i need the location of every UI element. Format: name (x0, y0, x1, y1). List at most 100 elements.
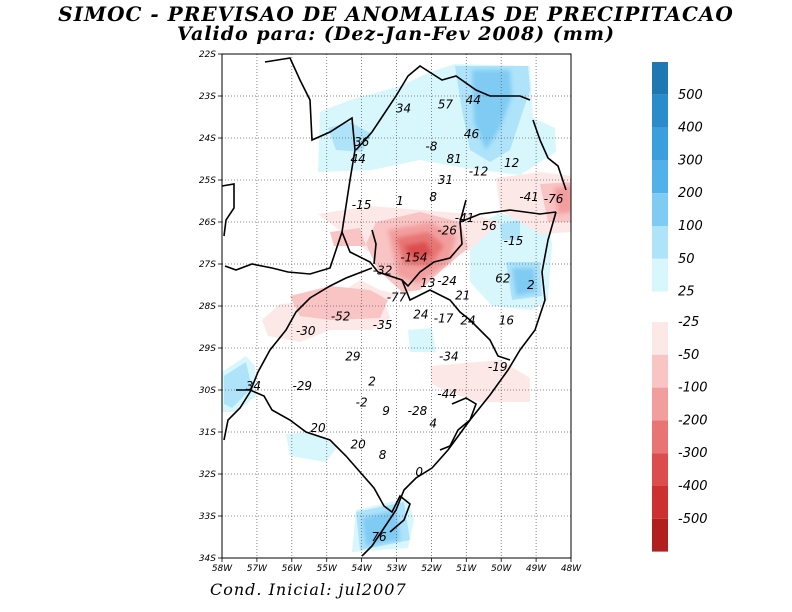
colorbar-swatch (652, 387, 668, 421)
colorbar-swatch (652, 322, 668, 355)
colorbar-label: -200 (678, 413, 708, 428)
lon-tick-label: 54W (351, 564, 372, 574)
anomaly-value: 56 (481, 219, 497, 233)
lon-tick-label: 55W (317, 564, 338, 574)
anomaly-value: 34 (396, 102, 411, 116)
anomaly-value: 76 (371, 530, 387, 544)
lon-tick-label: 56W (282, 564, 303, 574)
anomaly-value: 31 (438, 173, 453, 187)
lon-tick-label: 51W (456, 564, 477, 574)
anomaly-value: -19 (488, 360, 508, 374)
lon-tick-label: 49W (526, 564, 547, 574)
anomaly-value: 24 (460, 314, 475, 328)
lon-tick-label: 53W (386, 564, 407, 574)
anomaly-value: -41 (519, 190, 539, 204)
lat-tick-label: 32S (199, 470, 216, 480)
longitude-labels: 58W 57W 56W 55W 54W 53W 52W 51W 50W 49W 48W (212, 564, 582, 574)
anomaly-value: 81 (446, 152, 461, 166)
anomaly-value: -34 (439, 349, 459, 363)
colorbar-label: -50 (678, 348, 699, 363)
anomaly-value: -28 (408, 404, 428, 418)
anomaly-value: -35 (373, 318, 393, 332)
political-borders (221, 57, 567, 557)
anomaly-value: -15 (352, 198, 372, 212)
anomaly-value: 8 (379, 448, 387, 462)
colorbar-swatch (652, 94, 668, 128)
anomaly-value: -77 (387, 291, 407, 305)
graticule (218, 53, 572, 562)
colorbar-swatch (652, 160, 668, 194)
anomaly-value: -24 (437, 274, 457, 288)
lat-tick-label: 34S (199, 554, 216, 564)
colorbar-swatch (652, 193, 668, 226)
map-frame (221, 53, 572, 559)
anomaly-value: 8 (429, 190, 437, 204)
lat-tick-label: 30S (199, 386, 216, 396)
lat-tick-label: 33S (199, 512, 216, 522)
anomaly-value: 12 (504, 156, 519, 170)
anomaly-value: 29 (345, 349, 360, 363)
anomaly-value: 20 (350, 438, 366, 452)
lon-tick-label: 50W (491, 564, 512, 574)
anomaly-value: 1 (396, 194, 404, 208)
colorbar-label: 100 (678, 219, 703, 234)
anomaly-value: -154 (400, 251, 427, 265)
anomaly-value: -12 (469, 165, 489, 179)
colorbar-label: 500 (678, 88, 703, 103)
anomaly-value: 34 (246, 379, 261, 393)
lat-tick-label: 27S (199, 260, 216, 270)
colorbar-swatch (652, 420, 668, 454)
anomaly-value: -17 (434, 312, 454, 326)
anomaly-value: -15 (504, 234, 524, 248)
colorbar-swatch (652, 354, 668, 388)
colorbar-swatch (652, 518, 668, 552)
colorbar-label: -300 (678, 446, 708, 461)
anomaly-value: 4 (429, 417, 437, 431)
colorbar-label: -400 (678, 479, 708, 494)
anomaly-value: -76 (544, 192, 564, 206)
anomaly-value: -8 (425, 139, 437, 153)
colorbar-swatch (652, 127, 668, 161)
colorbar-label: 50 (678, 252, 695, 267)
lat-tick-label: 31S (199, 428, 216, 438)
anomaly-value: -52 (331, 310, 351, 324)
anomaly-value: 24 (413, 307, 428, 321)
anomaly-value: 20 (310, 421, 326, 435)
anomaly-value: -30 (296, 324, 316, 338)
colorbar-label: -100 (678, 381, 708, 396)
lat-tick-label: 25S (199, 176, 216, 186)
colorbar-swatch (652, 226, 668, 259)
lon-tick-label: 52W (421, 564, 442, 574)
lat-tick-label: 22S (199, 50, 216, 60)
anomaly-value: 2 (368, 375, 376, 389)
lon-tick-label: 58W (212, 564, 233, 574)
anomaly-value: 16 (499, 314, 515, 328)
colorbar-legend: 500 400 300 200 100 50 25 -25 -50 -100 -200 -300 -40… (652, 62, 708, 552)
anomaly-value: 2 (527, 278, 535, 292)
anomaly-shading (222, 64, 571, 552)
anomaly-value: 44 (466, 93, 481, 107)
anomaly-value: 13 (420, 276, 435, 290)
anomaly-value: 0 (415, 465, 423, 479)
anomaly-value: -2 (356, 396, 368, 410)
lon-tick-label: 57W (247, 564, 268, 574)
anomaly-value: 36 (354, 135, 370, 149)
lon-tick-label: 48W (561, 564, 582, 574)
map-title: SIMOC - PREVISAO DE ANOMALIAS DE PRECIPI… (58, 2, 734, 26)
colorbar-label: 200 (678, 186, 703, 201)
anomaly-value: -26 (437, 223, 457, 237)
lat-tick-label: 26S (199, 218, 216, 228)
map-subtitle: Valido para: (Dez-Jan-Fev 2008) (mm) (177, 23, 615, 45)
colorbar-label: 300 (678, 153, 703, 168)
anomaly-value: -41 (455, 211, 475, 225)
lat-tick-label: 24S (199, 134, 216, 144)
colorbar-label: -25 (678, 315, 699, 330)
anomaly-value: -32 (373, 263, 393, 277)
lat-tick-label: 23S (199, 92, 216, 102)
anomaly-value: 46 (464, 127, 480, 141)
colorbar-label: -500 (678, 512, 708, 527)
colorbar-swatch (652, 486, 668, 519)
colorbar-swatch (652, 258, 668, 292)
